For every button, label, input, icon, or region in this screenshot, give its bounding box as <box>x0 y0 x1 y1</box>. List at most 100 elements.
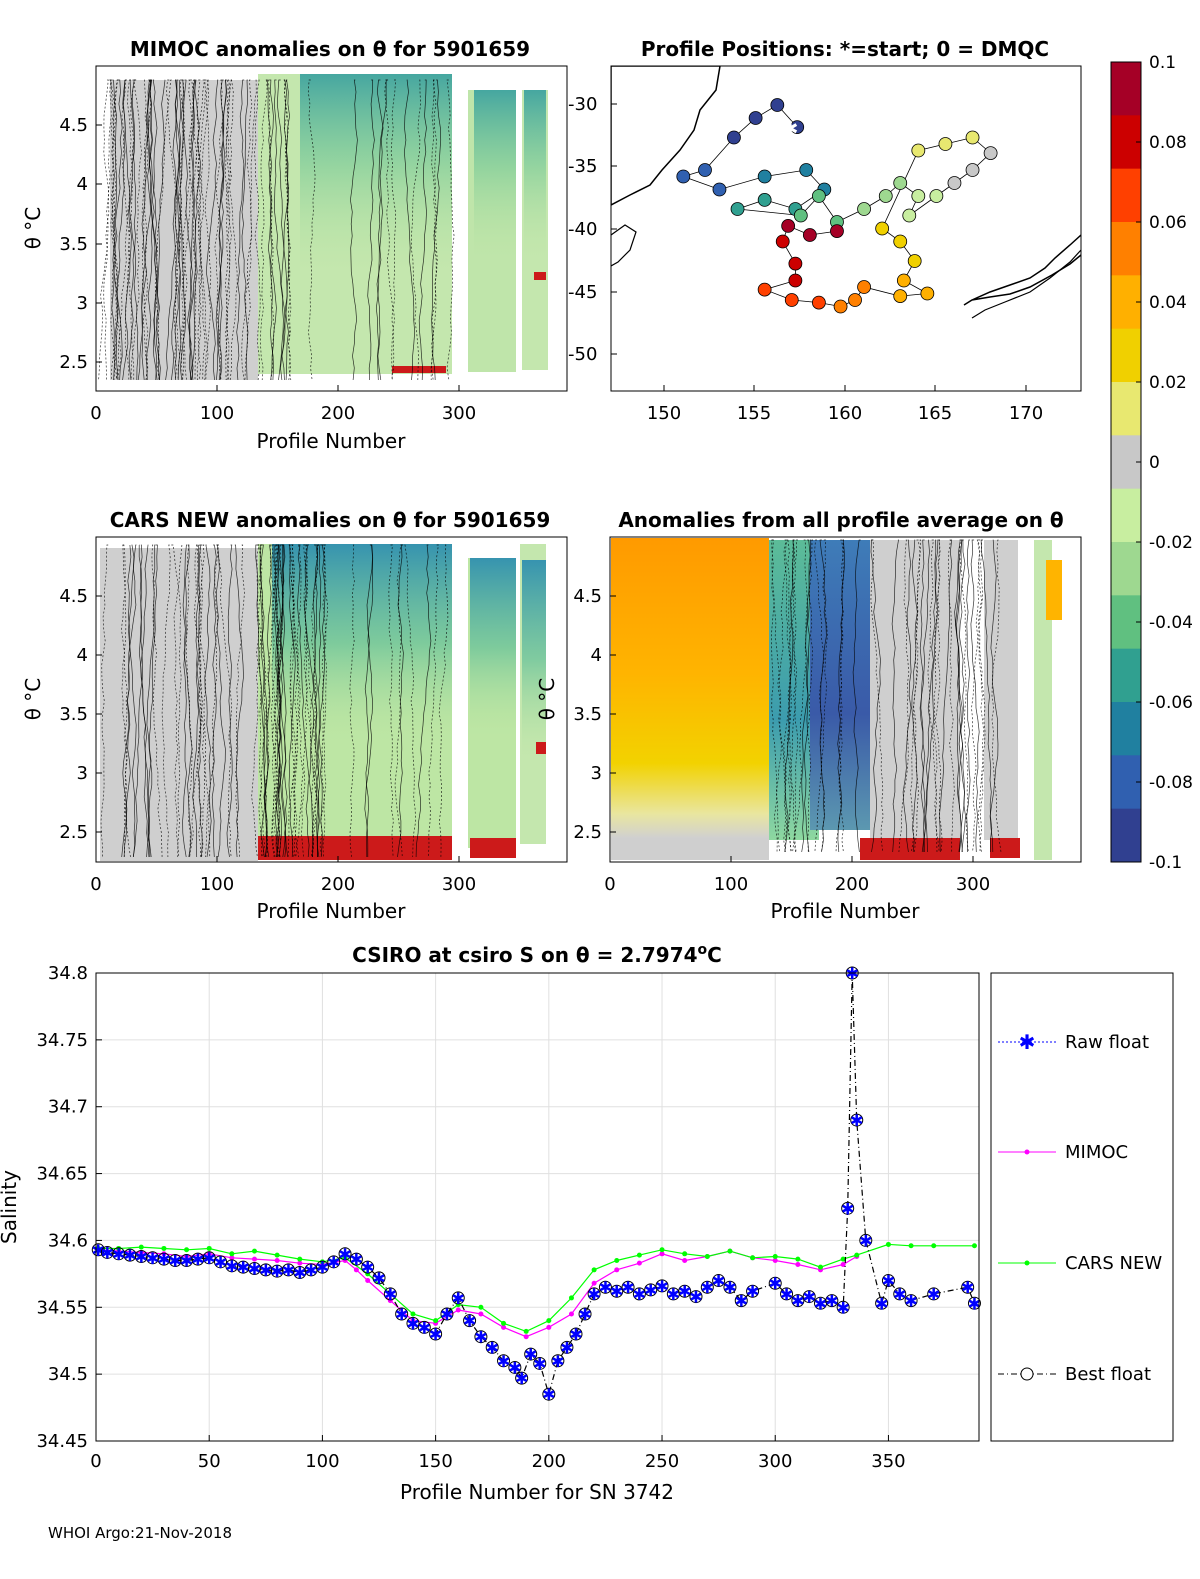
raw-float-point: ✱ <box>882 1272 895 1291</box>
best-float-point <box>202 1251 216 1265</box>
cars-point <box>931 1243 937 1249</box>
mimoc-point <box>478 1311 484 1317</box>
raw-float-point: ✱ <box>157 1250 170 1269</box>
contour-line <box>814 539 828 853</box>
contour-line <box>394 544 403 858</box>
profile-position-point <box>799 163 814 177</box>
best-float-point <box>225 1259 239 1273</box>
mimoc-ytick-label: 4 <box>77 174 88 195</box>
profile-position-point <box>893 176 908 190</box>
colorbar-tick-label: -0.1 <box>1149 853 1182 873</box>
best-float-point <box>881 1274 895 1288</box>
best-float-point <box>780 1287 794 1301</box>
best-float-point <box>850 1113 864 1127</box>
cars-point <box>727 1248 733 1254</box>
raw-float-point: ✱ <box>633 1285 646 1304</box>
best-float-point <box>598 1280 612 1294</box>
colorbar-cell <box>1111 648 1141 703</box>
cars-point <box>591 1267 597 1273</box>
contour-line <box>971 539 981 853</box>
raw-float-point: ✱ <box>497 1352 510 1371</box>
cars-axes-box <box>95 536 568 863</box>
contour-line <box>910 539 921 853</box>
contour-line <box>281 79 290 381</box>
contour-line <box>260 79 268 381</box>
y-tick-label: 34.6 <box>48 1230 88 1251</box>
mimoc-anomaly-blue <box>300 74 452 274</box>
colorbar-tick-label: -0.02 <box>1149 533 1193 553</box>
contour-line <box>301 544 308 858</box>
contour-line <box>171 544 182 858</box>
y-tick-label: 34.5 <box>48 1364 88 1385</box>
contour-line <box>276 79 289 381</box>
mimoc-xtick-label: 300 <box>442 403 476 424</box>
raw-float-point: ✱ <box>259 1261 272 1280</box>
contour-line <box>211 544 217 858</box>
contour-line <box>954 539 963 853</box>
mimoc-xlabel: Profile Number <box>257 429 407 453</box>
best-float-point <box>383 1287 397 1301</box>
best-float-point <box>236 1260 250 1274</box>
raw-float-point: ✱ <box>282 1261 295 1280</box>
contour-line <box>311 544 319 858</box>
best-float-point <box>560 1340 574 1354</box>
cars-point <box>342 1255 348 1261</box>
contour-line <box>156 79 166 381</box>
contour-line <box>418 79 427 381</box>
mimoc-point <box>591 1280 597 1286</box>
profile-position-point <box>833 299 848 314</box>
contour-line <box>778 539 789 853</box>
cars-anomaly-red <box>258 836 452 860</box>
mimoc-title: MIMOC anomalies on θ for 5901659 <box>130 37 530 61</box>
raw-float-point: ✱ <box>712 1272 725 1291</box>
best-float-point <box>134 1249 148 1263</box>
contour-line <box>182 79 195 381</box>
profile-position-point <box>788 256 803 271</box>
contour-line <box>317 544 323 858</box>
profile-position-point <box>676 169 691 184</box>
best-float-point <box>569 1327 583 1341</box>
contour-line <box>273 79 286 381</box>
contour-line <box>244 79 253 381</box>
best-float-point <box>621 1280 635 1294</box>
contour-line <box>288 544 300 858</box>
profile-position-point <box>938 137 953 151</box>
cars-point <box>854 1252 860 1258</box>
mimoc-point <box>161 1251 167 1257</box>
cars-point <box>971 1243 977 1249</box>
contour-line <box>966 539 971 852</box>
contour-line <box>172 79 181 381</box>
mimoc-point <box>206 1251 212 1257</box>
contour-line <box>146 544 158 858</box>
mimoc-xtick-label: 100 <box>200 403 234 424</box>
cars-point <box>885 1241 891 1247</box>
best-float-point <box>440 1307 454 1321</box>
y-tick-label: 34.45 <box>36 1431 88 1452</box>
contour-line <box>267 79 275 381</box>
mimoc-contour-lines <box>98 79 455 381</box>
contour-line <box>287 544 296 858</box>
best-float-point <box>875 1296 889 1310</box>
profile-position-point <box>875 221 890 236</box>
profile-position-point <box>920 286 935 301</box>
best-float-point <box>689 1290 703 1304</box>
contour-line <box>208 544 219 858</box>
mimoc-heatmap <box>98 74 548 381</box>
cars-ytick-label: 3.5 <box>59 704 88 725</box>
average-ytick-label: 3.5 <box>573 704 602 725</box>
contour-line <box>839 539 844 853</box>
cars-ytick-label: 3 <box>77 763 88 784</box>
contour-line <box>146 79 158 381</box>
raw-float-point: ✱ <box>135 1247 148 1266</box>
profile-position-point <box>965 130 980 145</box>
map-title: Profile Positions: *=start; 0 = DMQC <box>641 37 1049 61</box>
contour-line <box>182 79 193 381</box>
contour-line <box>254 79 261 381</box>
best-float-point <box>632 1287 646 1301</box>
colorbar-tick-label: -0.08 <box>1149 773 1193 793</box>
contour-line <box>272 544 280 858</box>
cars-xticks: 0 100 200 300 <box>90 856 476 895</box>
colorbar-tick-label: 0.1 <box>1149 53 1176 73</box>
contour-line <box>146 544 156 858</box>
